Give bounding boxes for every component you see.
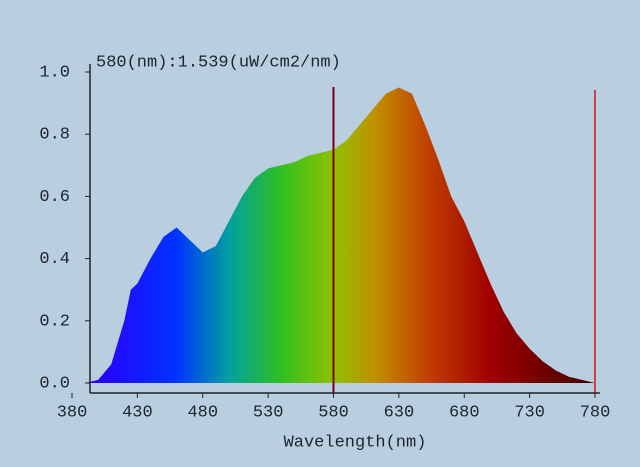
x-tick-label: 630 [384, 403, 415, 422]
y-tick-label: 0.8 [39, 126, 70, 145]
y-tick-label: 0.0 [39, 374, 70, 393]
y-tick-label: 0.4 [39, 250, 70, 269]
x-tick-label: 380 [57, 403, 88, 422]
annotation: 580(nm):1.539(uW/cm2/nm) [96, 53, 341, 72]
x-tick-label: 480 [187, 403, 218, 422]
y-tick-label: 1.0 [39, 63, 70, 82]
x-tick-label: 430 [122, 403, 153, 422]
x-tick-label: 680 [449, 403, 480, 422]
x-tick-label: 780 [580, 403, 611, 422]
x-axis-label: Wavelength(nm) [284, 433, 427, 452]
x-tick-label: 580 [318, 403, 349, 422]
x-tick-label: 730 [514, 403, 545, 422]
y-tick-label: 0.2 [39, 312, 70, 331]
x-tick-label: 530 [253, 403, 284, 422]
y-tick-label: 0.6 [39, 188, 70, 207]
